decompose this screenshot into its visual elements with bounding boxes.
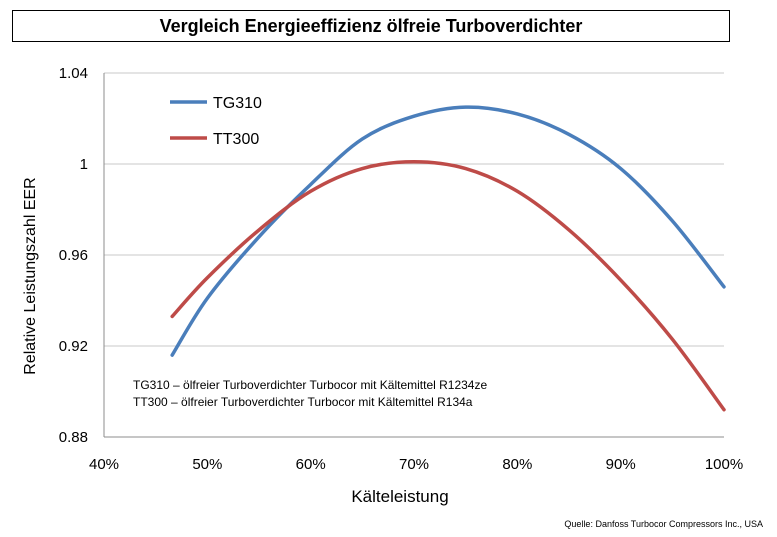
legend: TG310 TT300 [170,95,262,148]
x-tick-label: 70% [399,456,429,473]
note-line-2: TT300 – ölfreier Turboverdichter Turboco… [133,395,473,409]
x-tick-label: 50% [192,456,222,473]
x-axis-label: Kälteleistung [351,487,448,506]
series-line-tt300 [170,159,726,412]
chart-title: Vergleich Energieeffizienz ölfreie Turbo… [12,10,730,42]
note-line-1: TG310 – ölfreier Turboverdichter Turboco… [133,378,487,392]
x-tick-label: 80% [502,456,532,473]
y-tick-label: 0.88 [59,429,88,446]
grid-lines [104,72,724,347]
y-tick-labels: 0.88 0.92 0.96 1 1.04 [59,65,88,446]
legend-label-tg310: TG310 [213,95,262,112]
y-tick-label: 0.92 [59,338,88,355]
x-tick-label: 60% [296,456,326,473]
y-axis-label: Relative Leistungszahl EER [22,177,39,374]
y-tick-label: 1.04 [59,65,88,82]
y-tick-label: 1 [80,156,88,173]
x-tick-label: 40% [89,456,119,473]
y-tick-label: 0.96 [59,247,88,264]
x-tick-labels: 40% 50% 60% 70% 80% 90% 100% [89,456,743,473]
x-tick-label: 90% [606,456,636,473]
source-note: Quelle: Danfoss Turbocor Compressors Inc… [564,519,763,529]
legend-label-tt300: TT300 [213,131,259,148]
axes [103,73,724,438]
series-line-tg310 [170,105,726,357]
x-tick-label: 100% [705,456,743,473]
series-lines [170,105,726,412]
